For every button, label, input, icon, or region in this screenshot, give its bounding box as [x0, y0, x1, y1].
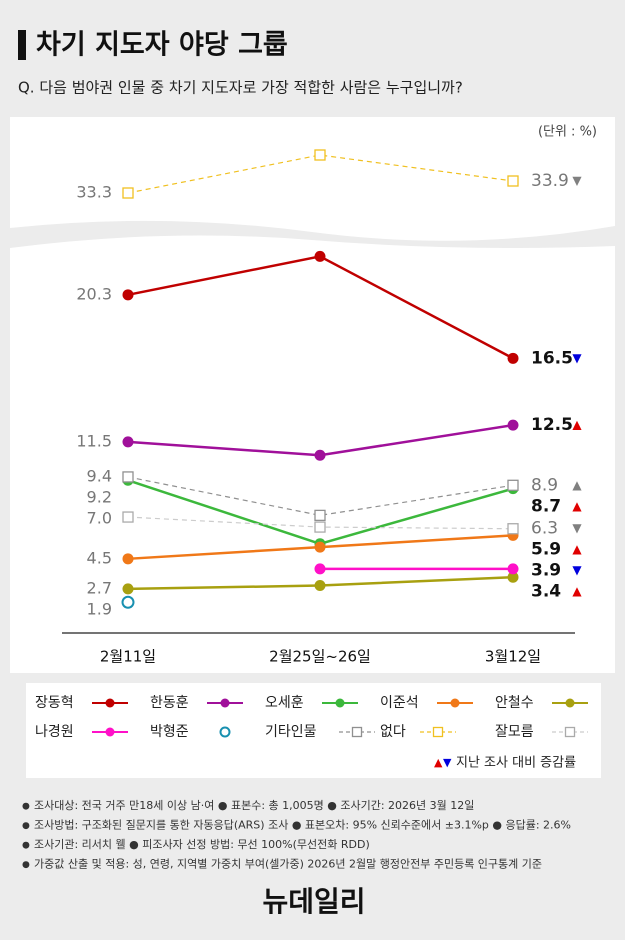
chart-title: 차기 지도자 야당 그룹: [36, 30, 288, 61]
point: [507, 175, 519, 187]
point: [507, 523, 519, 535]
note: 조사기관: 리서치 웰 ● 피조사자 선정 방법: 무선 100%(무선전화 R…: [34, 838, 370, 851]
legend-label: 박형준: [150, 724, 189, 740]
legend-marker: [564, 726, 576, 738]
data-label: 12.5: [531, 415, 573, 435]
point: [122, 289, 134, 301]
point: [314, 149, 326, 161]
point: [507, 563, 519, 575]
legend-label: 오세훈: [265, 695, 304, 711]
point: [507, 479, 519, 491]
change-mark: ▲: [572, 584, 582, 598]
data-label: 16.5: [531, 348, 573, 368]
point: [122, 187, 134, 199]
legend-note-down: ▼: [443, 756, 452, 769]
note: 조사방법: 구조화된 질문지를 통한 자동응답(ARS) 조사 ● 표본오차: …: [34, 819, 571, 832]
change-mark: ▼: [572, 351, 582, 365]
source-logo: 뉴데일리: [262, 885, 365, 918]
data-label: 1.9: [87, 599, 112, 618]
point: [507, 352, 519, 364]
data-label: 4.5: [87, 548, 112, 567]
series-line: [127, 476, 514, 516]
point: [314, 521, 326, 533]
data-label: 6.3: [531, 519, 558, 539]
unit-label: (단위 : %): [538, 125, 597, 140]
change-mark: ▲: [572, 478, 582, 492]
data-label: 3.4: [531, 582, 561, 602]
legend-marker: [351, 726, 363, 738]
data-label: 11.5: [76, 431, 112, 450]
point: [122, 471, 134, 483]
legend-label: 한동훈: [150, 695, 189, 711]
x-tick-label: 2월11일: [100, 648, 156, 666]
data-label: 7.0: [87, 508, 112, 527]
note: 가중값 산출 및 적용: 성, 연령, 지역별 가중치 부여(셀가중) 2026…: [34, 858, 542, 871]
point: [121, 595, 135, 609]
change-mark: ▲: [572, 499, 582, 513]
legend-note-up: ▲: [434, 756, 443, 769]
change-mark: ▼: [572, 521, 582, 535]
note: 조사대상: 전국 거주 만18세 이상 남·여 ● 표본수: 총 1,005명 …: [34, 798, 474, 812]
legend-marker: [565, 698, 575, 708]
change-mark: ▲: [572, 542, 582, 556]
legend-marker: [219, 726, 231, 738]
point: [122, 553, 134, 565]
legend-marker: [220, 698, 230, 708]
x-tick-label: 3월12일: [485, 648, 541, 666]
data-label: 8.9: [531, 475, 558, 495]
data-label: 33.9: [531, 171, 569, 191]
legend-box: [26, 683, 601, 778]
series-line: [127, 154, 514, 194]
title-bar: [18, 30, 26, 60]
point: [507, 571, 519, 583]
data-label: 33.3: [76, 183, 112, 202]
legend-marker: [450, 698, 460, 708]
point: [507, 419, 519, 431]
legend-label: 잘모름: [495, 724, 534, 740]
legend-marker: [105, 698, 115, 708]
legend-label: 나경원: [35, 724, 74, 740]
note-bullet: ●: [22, 860, 30, 870]
data-label: 8.7: [531, 496, 561, 516]
point: [314, 449, 326, 461]
point: [314, 541, 326, 553]
axis-break: [10, 220, 615, 248]
change-mark: ▼: [572, 174, 582, 188]
data-label: 20.3: [76, 284, 112, 303]
point: [314, 580, 326, 592]
point: [122, 436, 134, 448]
legend-note: 지난 조사 대비 증감률: [456, 756, 576, 771]
note-bullet: ●: [22, 841, 30, 851]
legend-marker: [105, 727, 115, 737]
point: [314, 250, 326, 262]
x-tick-label: 2월25일~26일: [269, 648, 371, 666]
legend-label: 없다: [380, 724, 406, 740]
legend-label: 기타인물: [265, 724, 317, 740]
legend-label: 이준석: [380, 695, 419, 711]
point: [314, 509, 326, 522]
note-bullet: ●: [22, 821, 30, 831]
change-mark: ▲: [572, 418, 582, 432]
point: [122, 583, 134, 595]
subtitle: Q. 다음 범야권 인물 중 차기 지도자로 가장 적합한 사람은 누구입니까?: [18, 79, 463, 97]
legend-marker: [335, 698, 345, 708]
legend-marker: [432, 726, 444, 738]
change-mark: ▼: [572, 563, 582, 577]
note-bullet: ●: [22, 802, 30, 812]
legend-label: 장동혁: [35, 695, 74, 711]
data-label: 9.2: [87, 487, 112, 506]
data-label: 9.4: [87, 466, 112, 485]
point: [122, 511, 134, 523]
legend-label: 안철수: [495, 695, 534, 711]
point: [314, 563, 326, 575]
data-label: 5.9: [531, 540, 561, 560]
data-label: 2.7: [87, 578, 112, 597]
data-label: 3.9: [531, 561, 561, 581]
